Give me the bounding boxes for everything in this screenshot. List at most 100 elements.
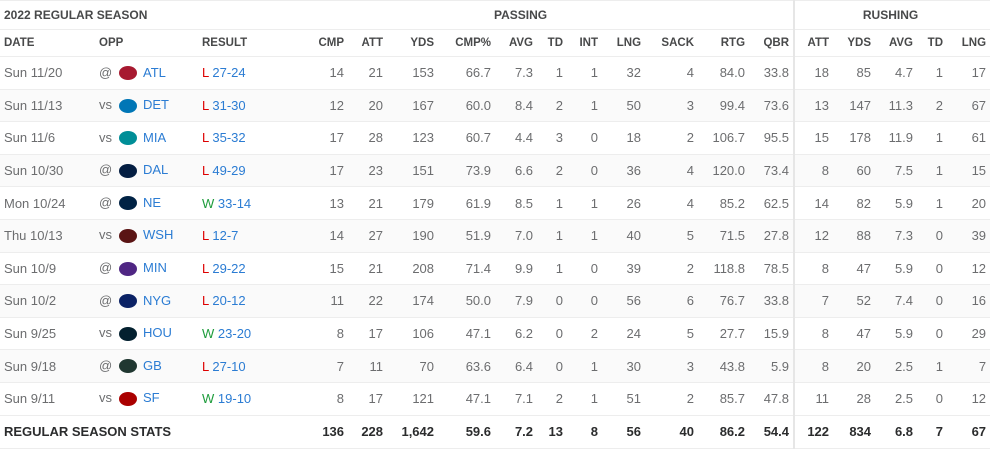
home-away: @	[99, 260, 113, 276]
stat-lng: 12	[947, 382, 991, 416]
score-link[interactable]: 31-30	[212, 97, 246, 113]
stat-td: 0	[917, 382, 948, 416]
stat-sack: 3	[645, 349, 699, 383]
game-date: Sun 11/13	[0, 89, 95, 123]
opponent: @ DAL	[95, 154, 198, 188]
stat-rtg: 118.8	[698, 252, 750, 286]
opponent-link[interactable]: NYG	[143, 292, 172, 308]
win-loss: W	[202, 326, 215, 342]
stat-att: 21	[348, 56, 388, 90]
stat-avg: 11.3	[875, 89, 918, 123]
stat-att: 22	[348, 284, 388, 318]
stat-att: 8	[793, 349, 834, 383]
stat-yds: 60	[833, 154, 876, 188]
stat-int: 0	[567, 252, 603, 286]
total-lng: 67	[947, 415, 991, 449]
stat-avg: 5.9	[875, 317, 918, 351]
stat-yds: 123	[387, 121, 439, 155]
win-loss: L	[202, 358, 209, 374]
stat-lng: 32	[602, 56, 646, 90]
score-link[interactable]: 49-29	[212, 163, 246, 179]
column-header-opp: OPP	[95, 29, 198, 57]
stat-cmp-pct: 47.1	[438, 382, 496, 416]
stat-avg: 4.7	[875, 56, 918, 90]
stat-avg: 7.4	[875, 284, 918, 318]
opponent-link[interactable]: DAL	[143, 162, 169, 178]
game-date: Sun 9/25	[0, 317, 95, 351]
stat-avg: 2.5	[875, 382, 918, 416]
opponent-link[interactable]: GB	[143, 357, 162, 373]
opponent: @ GB	[95, 349, 198, 383]
stat-att: 20	[348, 89, 388, 123]
stat-td: 0	[537, 317, 568, 351]
stat-att: 23	[348, 154, 388, 188]
game-row: Sun 11/20 @ ATL L 27-24 14 21 153 66.7 7.3 1 1 32…	[0, 56, 991, 90]
score-link[interactable]: 27-24	[212, 65, 246, 81]
stat-att: 12	[793, 219, 834, 253]
score-link[interactable]: 27-10	[212, 358, 246, 374]
home-away: vs	[99, 390, 112, 406]
stat-lng: 7	[947, 349, 991, 383]
win-loss: L	[202, 293, 209, 309]
stat-att: 21	[348, 252, 388, 286]
opponent-link[interactable]: MIN	[143, 260, 167, 276]
stat-td: 0	[917, 252, 948, 286]
score-link[interactable]: 20-12	[212, 293, 246, 309]
score-link[interactable]: 33-14	[217, 195, 252, 211]
score-link[interactable]: 29-22	[212, 260, 246, 276]
score-link[interactable]: 35-32	[212, 130, 246, 146]
result: L 31-30	[198, 89, 309, 123]
result: L 20-12	[198, 284, 309, 318]
stat-int: 2	[567, 317, 603, 351]
stat-int: 1	[567, 56, 603, 90]
opponent: @ NYG	[95, 284, 198, 318]
game-date: Mon 10/24	[0, 186, 95, 220]
stat-avg: 5.9	[875, 252, 918, 286]
stat-lng: 67	[947, 89, 991, 123]
opponent-link[interactable]: MIA	[143, 129, 167, 145]
opponent-link[interactable]: WSH	[143, 227, 174, 243]
game-row: Thu 10/13 vs WSH L 12-7 14 27 190 51.9 7.0 1 1 40…	[0, 219, 991, 253]
stat-lng: 36	[602, 154, 646, 188]
result: L 27-10	[198, 349, 309, 383]
total-avg: 7.2	[495, 415, 538, 449]
opponent-link[interactable]: DET	[143, 97, 169, 113]
score-link[interactable]: 23-20	[217, 326, 252, 342]
stat-avg: 7.1	[495, 382, 538, 416]
win-loss: L	[202, 65, 209, 81]
stat-td: 1	[917, 56, 948, 90]
total-avg: 6.8	[875, 415, 918, 449]
home-away: @	[99, 292, 113, 308]
stat-int: 1	[567, 89, 603, 123]
stat-sack: 2	[645, 252, 699, 286]
stat-td: 1	[917, 154, 948, 188]
stat-cmp-pct: 47.1	[438, 317, 496, 351]
stat-att: 18	[793, 56, 834, 90]
stat-att: 27	[348, 219, 388, 253]
opponent-link[interactable]: HOU	[143, 325, 172, 341]
opponent: vs SF	[95, 382, 198, 416]
win-loss: L	[202, 260, 209, 276]
stat-yds: 167	[387, 89, 439, 123]
score-link[interactable]: 19-10	[217, 391, 252, 407]
rushing-group-header: RUSHING	[793, 0, 991, 30]
column-header-att: ATT	[793, 29, 834, 57]
stat-td: 1	[917, 121, 948, 155]
stat-int: 1	[567, 382, 603, 416]
total-td: 7	[917, 415, 948, 449]
result: W 19-10	[198, 382, 309, 416]
stat-avg: 7.9	[495, 284, 538, 318]
stat-lng: 39	[602, 252, 646, 286]
opponent-link[interactable]: NE	[143, 194, 162, 210]
stat-cmp: 13	[308, 186, 349, 220]
stat-qbr: 27.8	[749, 219, 795, 253]
stat-qbr: 47.8	[749, 382, 795, 416]
stat-att: 8	[793, 154, 834, 188]
opponent-link[interactable]: SF	[143, 390, 160, 406]
column-header-avg: AVG	[495, 29, 538, 57]
score-link[interactable]: 12-7	[212, 228, 239, 244]
opponent-link[interactable]: ATL	[143, 64, 166, 80]
game-row: Mon 10/24 @ NE W 33-14 13 21 179 61.9 8.5 1 1 26 4…	[0, 186, 991, 220]
stat-yds: 52	[833, 284, 876, 318]
